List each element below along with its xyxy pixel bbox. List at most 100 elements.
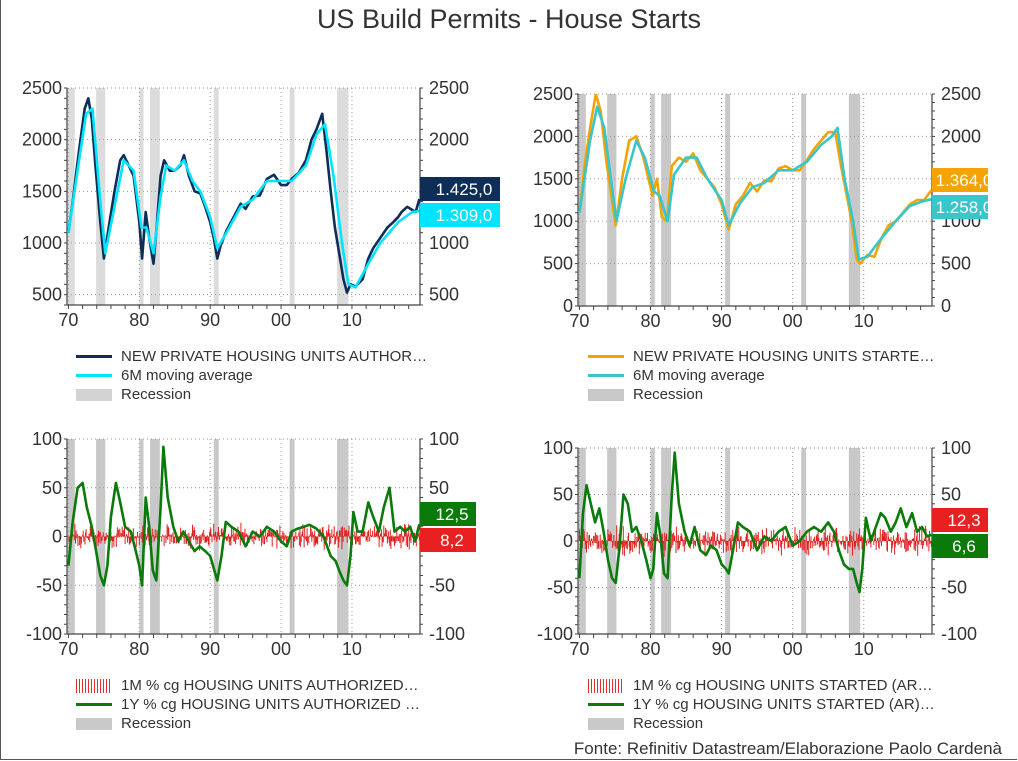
y-tick-label-left: -100 xyxy=(26,624,62,644)
value-badge-bg xyxy=(420,502,476,526)
series-line-1 xyxy=(67,445,420,587)
legend-item: 1M % cg HOUSING UNITS AUTHORIZED… xyxy=(76,676,420,695)
x-tick-label: 70 xyxy=(58,310,78,330)
series-group xyxy=(67,97,420,294)
recession-band xyxy=(139,88,144,305)
legend-swatch-permits xyxy=(76,355,112,358)
value-badge-label: 12,3 xyxy=(947,511,980,530)
series-line-1 xyxy=(578,451,932,594)
y-tick-label-right: 2500 xyxy=(429,78,469,98)
x-tick-label: 70 xyxy=(569,311,589,331)
y-tick-label-left: -100 xyxy=(537,624,573,644)
x-tick-label: 00 xyxy=(271,310,291,330)
x-tick-label: 10 xyxy=(854,311,874,331)
y-tick-label-right: 0 xyxy=(941,296,951,316)
y-tick-label-right: 50 xyxy=(941,485,961,505)
y-tick-label-right: -50 xyxy=(429,575,455,595)
y-tick-label-left: 100 xyxy=(543,438,573,458)
legend-item: 1Y % cg HOUSING UNITS STARTED (AR)… xyxy=(588,695,935,714)
y-tick-label-right: 2000 xyxy=(941,126,981,146)
value-badge-label: 1.425,0 xyxy=(436,180,493,199)
legend-label: Recession xyxy=(121,386,192,403)
x-tick-label: 10 xyxy=(854,639,874,659)
x-tick-label: 00 xyxy=(783,311,803,331)
legend-swatch-starts xyxy=(588,355,624,358)
legend-item: Recession xyxy=(588,385,934,404)
recession-band xyxy=(650,94,655,306)
value-badge-bg xyxy=(420,203,500,227)
legend-label: 6M moving average xyxy=(121,367,253,384)
legend-swatch-1y xyxy=(76,703,112,706)
x-tick-label: 70 xyxy=(569,639,589,659)
y-tick-label-right: -100 xyxy=(941,624,977,644)
series-line-1 xyxy=(578,105,932,261)
value-badge-label: 6,6 xyxy=(952,537,976,556)
recession-band xyxy=(661,94,672,306)
value-badge-label: 1.258,0 xyxy=(936,198,993,217)
x-tick-label: 80 xyxy=(640,311,660,331)
value-badge: 12,5 xyxy=(420,502,476,526)
y-tick-label-left: 100 xyxy=(32,429,62,449)
x-tick-label: 10 xyxy=(342,310,362,330)
legend-item: 1M % cg HOUSING UNITS STARTED (AR… xyxy=(588,676,935,695)
legend-swatch-ma xyxy=(588,374,624,377)
legend-swatch-1m xyxy=(76,678,112,693)
recession-band xyxy=(213,88,219,305)
y-tick-label-right: 100 xyxy=(941,438,971,458)
y-tick-label-left: 2000 xyxy=(22,130,62,150)
value-badge-bg xyxy=(932,508,988,532)
x-tick-label: 90 xyxy=(712,311,732,331)
legend-label: 1M % cg HOUSING UNITS AUTHORIZED… xyxy=(121,677,419,694)
legend-swatch-1m xyxy=(588,678,624,693)
value-badge-label: 8,2 xyxy=(440,531,464,550)
legend-swatch-recession xyxy=(588,717,624,730)
recession-band xyxy=(725,94,731,306)
legend-label: 1M % cg HOUSING UNITS STARTED (AR… xyxy=(633,677,933,694)
y-tick-label-left: 50 xyxy=(553,485,573,505)
x-tick-label: 90 xyxy=(200,639,220,659)
value-badge-label: 1.364,0 xyxy=(936,171,993,190)
value-badge-label: 12,5 xyxy=(435,505,468,524)
plot-area-3: -100-100-50-50005050100100708090001012,3… xyxy=(537,438,988,659)
plot-area-0: 5005001000100015001500200020002500250070… xyxy=(22,78,500,330)
legend-label: NEW PRIVATE HOUSING UNITS AUTHOR… xyxy=(121,348,428,365)
legend-label: NEW PRIVATE HOUSING UNITS STARTE… xyxy=(633,348,935,365)
y-tick-label-left: 2000 xyxy=(533,126,573,146)
value-badge-bg xyxy=(932,168,988,192)
recession-band xyxy=(67,88,75,305)
series-group xyxy=(578,94,932,265)
legend-item: 1Y % cg HOUSING UNITS AUTHORIZED … xyxy=(76,695,420,714)
recession-band xyxy=(848,94,861,306)
legend-label: 1Y % cg HOUSING UNITS AUTHORIZED … xyxy=(121,696,420,713)
y-tick-label-right: -100 xyxy=(429,624,465,644)
y-tick-label-left: -50 xyxy=(547,578,573,598)
series-group xyxy=(67,445,420,587)
legend-starts-growth: 1M % cg HOUSING UNITS STARTED (AR… 1Y % … xyxy=(588,676,935,733)
legend-item: Recession xyxy=(76,714,420,733)
value-badge: 1.309,0 xyxy=(420,203,500,227)
legend-label: 6M moving average xyxy=(633,367,765,384)
series-group xyxy=(578,451,932,594)
value-badge-bg xyxy=(420,177,500,201)
y-tick-label-left: 1500 xyxy=(533,169,573,189)
legend-swatch-1y xyxy=(588,703,624,706)
y-tick-label-right: 50 xyxy=(429,478,449,498)
y-tick-label-left: 1500 xyxy=(22,181,62,201)
value-badge: 1.364,0 xyxy=(932,168,992,192)
y-tick-label-right: 1000 xyxy=(429,233,469,253)
legend-swatch-recession xyxy=(76,717,112,730)
y-tick-label-left: -50 xyxy=(36,575,62,595)
recession-band xyxy=(289,88,295,305)
y-tick-label-left: 500 xyxy=(32,285,62,305)
y-tick-label-left: 50 xyxy=(42,478,62,498)
value-badge: 1.258,0 xyxy=(932,195,992,219)
value-badge-bg xyxy=(932,534,988,558)
y-tick-label-left: 1000 xyxy=(22,233,62,253)
legend-swatch-recession xyxy=(588,388,624,401)
x-tick-label: 80 xyxy=(640,639,660,659)
legend-item: NEW PRIVATE HOUSING UNITS AUTHOR… xyxy=(76,347,427,366)
x-tick-label: 10 xyxy=(342,639,362,659)
y-tick-label-left: 500 xyxy=(543,254,573,274)
y-tick-label-left: 2500 xyxy=(533,84,573,104)
